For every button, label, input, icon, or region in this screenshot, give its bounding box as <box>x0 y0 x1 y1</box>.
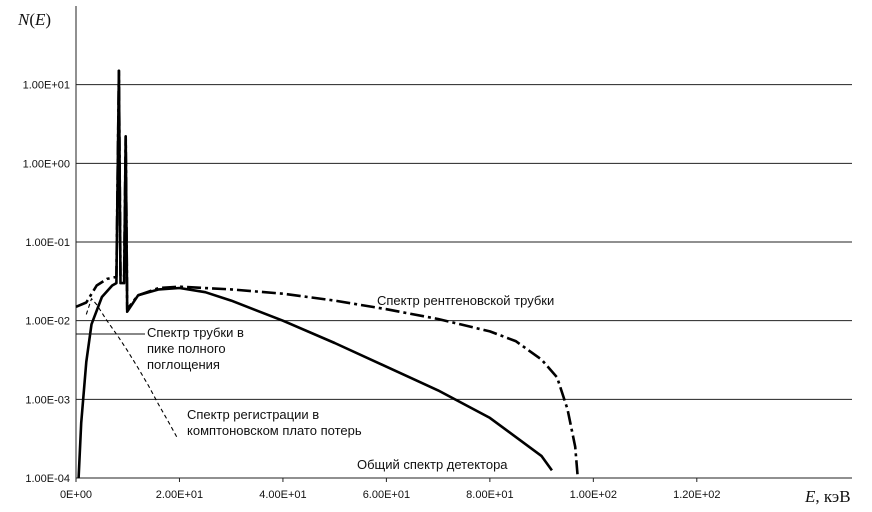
x-tick-label: 0E+00 <box>60 489 92 501</box>
x-tick-label: 6.00E+01 <box>363 489 410 501</box>
x-axis-title: E, кэВ <box>804 487 851 506</box>
x-tick-label: 2.00E+01 <box>156 489 203 501</box>
annotation-compton: Спектр регистрации в комптоновском плато… <box>187 407 362 438</box>
x-tick-label: 1.00E+02 <box>570 489 617 501</box>
x-tick-label: 4.00E+01 <box>259 489 306 501</box>
annotation-tube-peak-line-2: пике полного <box>147 341 226 356</box>
y-tick-label: 1.00E+01 <box>23 80 70 92</box>
x-tick-labels: 0E+00 2.00E+01 4.00E+01 6.00E+01 8.00E+01 1.0… <box>60 478 721 501</box>
series-layer <box>75 69 580 479</box>
y-tick-label: 1.00E-03 <box>25 394 70 406</box>
annotation-tube-peak-line-1: Спектр трубки в <box>147 325 244 340</box>
series-line-0 <box>75 69 580 479</box>
series-line-1 <box>77 69 553 479</box>
x-tick-label: 1.20E+02 <box>673 489 720 501</box>
grid-lines <box>75 6 852 479</box>
y-axis-title: N(E) <box>17 10 51 29</box>
annotation-compton-line-2: комптоновском плато потерь <box>187 423 362 438</box>
y-tick-label: 1.00E+00 <box>23 158 70 170</box>
annotation-detector-total: Общий спектр детектора <box>357 457 508 472</box>
x-tick-label: 8.00E+01 <box>466 489 513 501</box>
y-tick-label: 1.00E-02 <box>25 316 70 328</box>
annotation-tube-peak: Спектр трубки в пике полного поглощения <box>147 325 248 372</box>
annotation-compton-line-1: Спектр регистрации в <box>187 407 319 422</box>
y-tick-label: 1.00E-01 <box>25 237 70 249</box>
annotation-tube-peak-line-3: поглощения <box>147 357 220 372</box>
y-tick-labels: 1.00E-04 1.00E-03 1.00E-02 1.00E-01 1.00E+00… <box>23 80 70 485</box>
annotation-tube-spectrum: Спектр рентгеновской трубки <box>377 293 554 308</box>
series-line-2 <box>85 298 178 438</box>
y-tick-label: 1.00E-04 <box>25 473 70 485</box>
